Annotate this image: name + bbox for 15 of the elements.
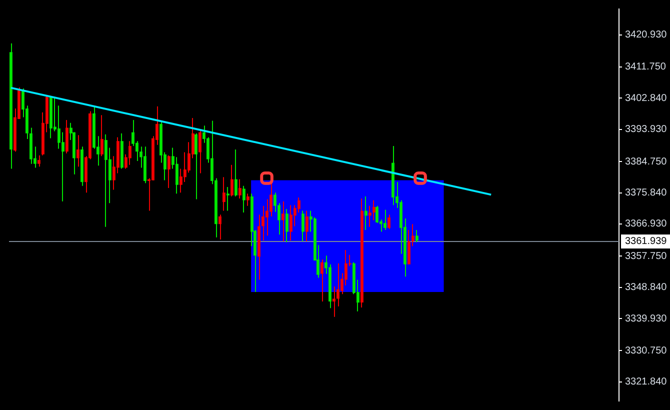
- ref-line-label: 3361.939: [625, 236, 668, 248]
- candlestick: [332, 286, 336, 317]
- y-tick-label: 3330.750: [625, 345, 668, 356]
- candlestick: [226, 186, 230, 211]
- y-tick-label: 3366.930: [625, 218, 668, 230]
- y-tick-label: 3348.840: [625, 282, 668, 294]
- y-tick-label: 3321.840: [625, 376, 668, 388]
- y-tick-label: 3384.750: [625, 156, 668, 168]
- y-tick-label: 3339.930: [625, 313, 668, 324]
- y-tick-label: 3393.930: [625, 124, 668, 136]
- y-tick-label: 3420.930: [625, 30, 668, 41]
- y-tick-label: 3402.840: [625, 92, 668, 104]
- y-tick-label: 3357.750: [625, 250, 668, 262]
- y-tick-label: 3411.750: [625, 62, 666, 73]
- y-tick-label: 3375.840: [625, 188, 668, 199]
